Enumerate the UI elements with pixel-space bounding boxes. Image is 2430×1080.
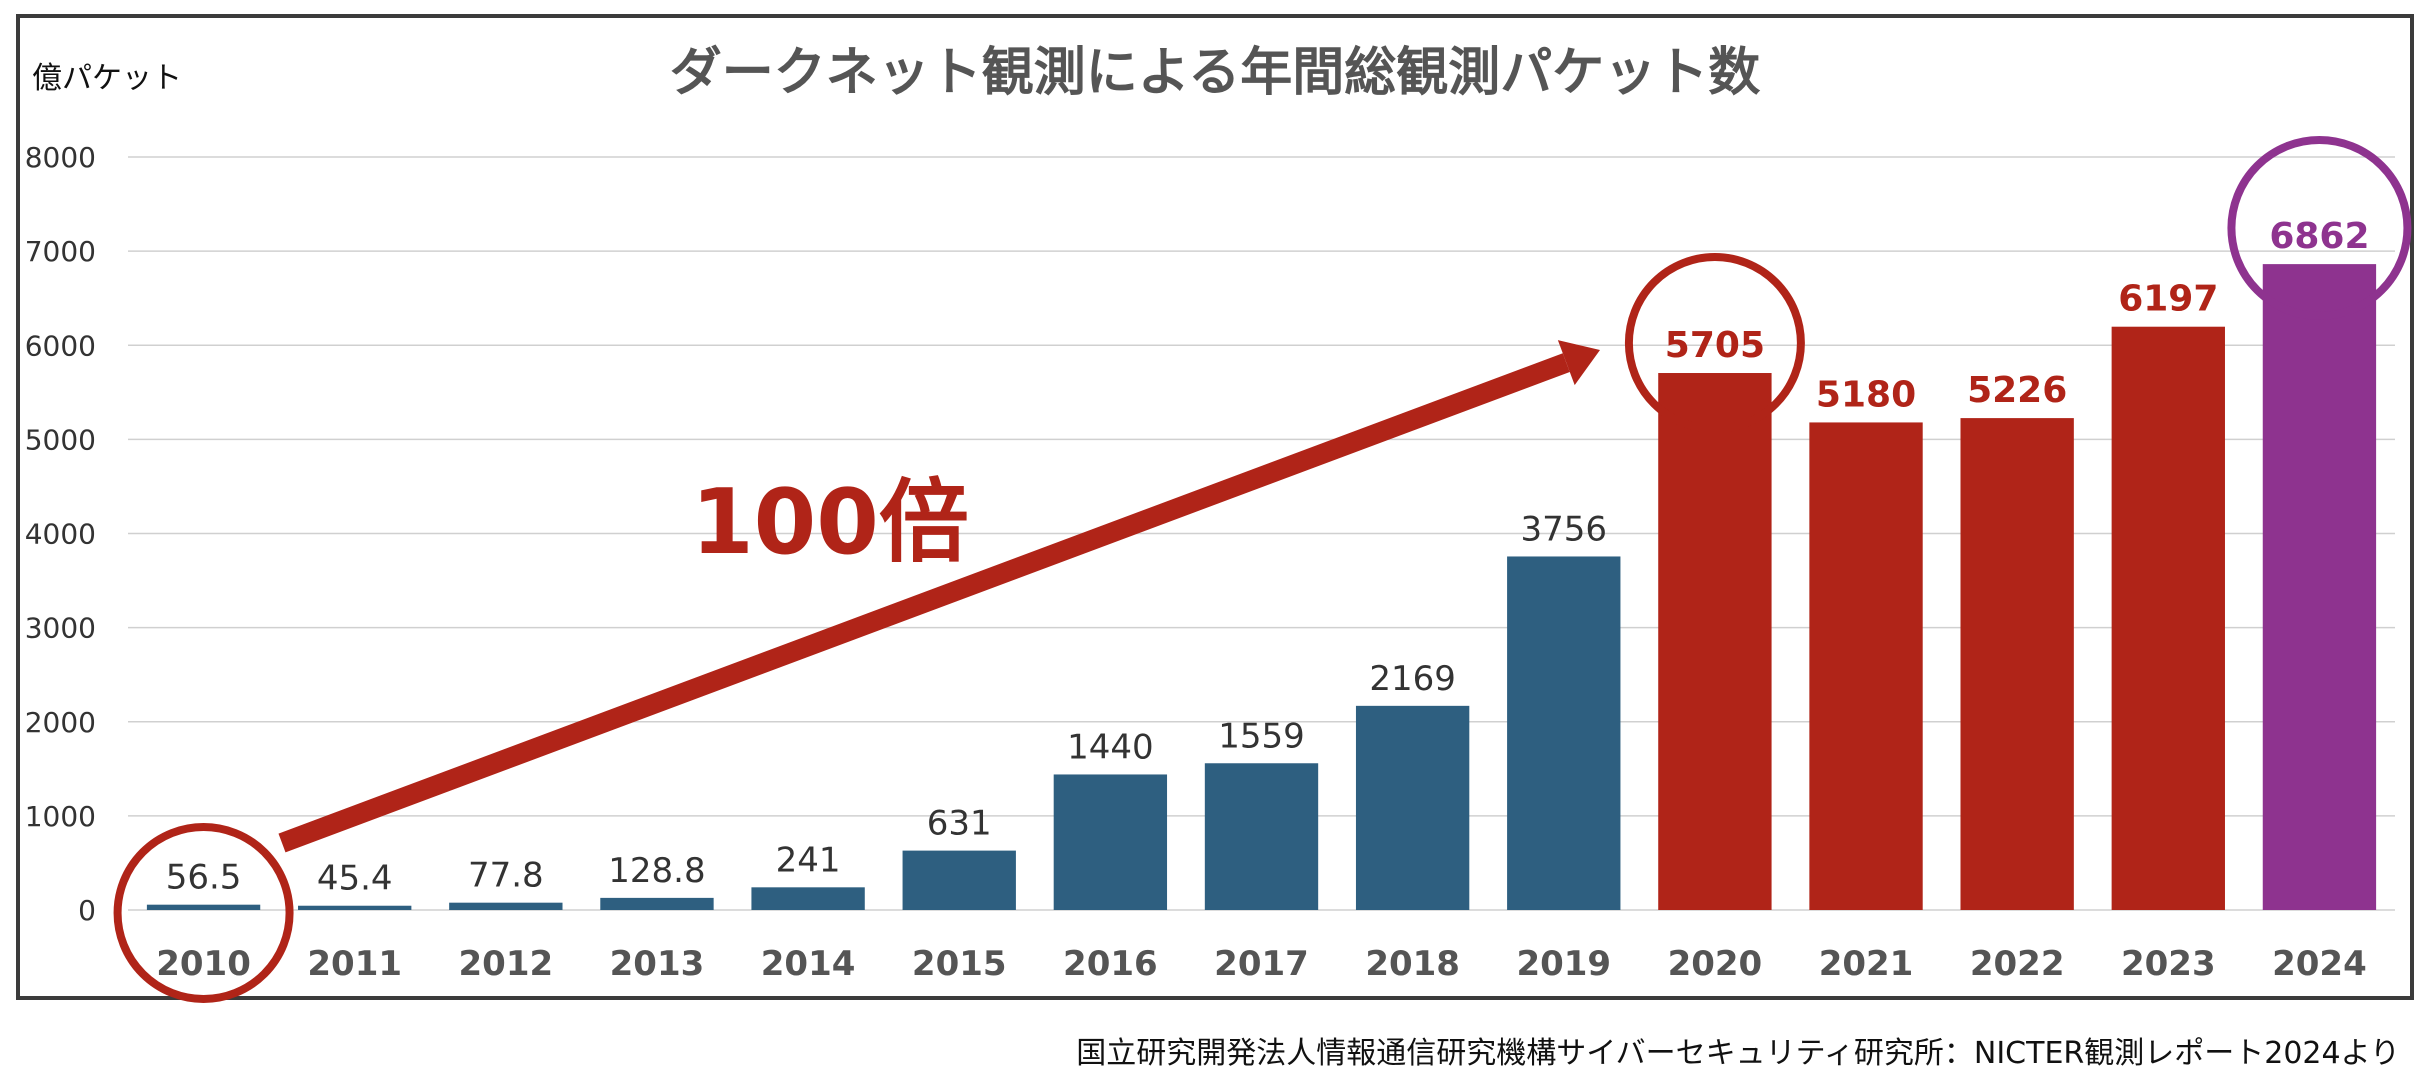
- bar-2018: [1355, 705, 1470, 910]
- x-tick-label-2011: 2011: [307, 944, 402, 984]
- bar-2016: [1053, 774, 1168, 910]
- value-label-2010: 56.5: [166, 858, 242, 898]
- value-label-2017: 1559: [1218, 716, 1305, 756]
- bar-2019: [1507, 556, 1621, 910]
- value-label-2018: 2169: [1369, 659, 1456, 699]
- value-label-2013: 128.8: [608, 851, 705, 891]
- x-tick-label-2012: 2012: [459, 944, 554, 984]
- bar-2017: [1204, 763, 1319, 910]
- source-note: 国立研究開発法人情報通信研究機構サイバーセキュリティ研究所：NICTER観測レポ…: [1076, 1036, 2400, 1071]
- highlight-circle-2020: [1624, 253, 1805, 433]
- growth-arrow-head: [1557, 340, 1600, 386]
- bar-2010: [146, 904, 261, 910]
- x-tick-label-2021: 2021: [1819, 944, 1914, 984]
- bar-2012: [449, 902, 563, 910]
- annotation-layer: 100倍: [113, 136, 2412, 1003]
- x-tick-label-2015: 2015: [912, 944, 1007, 984]
- bar-2024: [2262, 264, 2377, 910]
- growth-annotation-text: 100倍: [691, 470, 969, 575]
- x-tick-label-2016: 2016: [1063, 944, 1158, 984]
- value-label-2011: 45.4: [317, 859, 393, 899]
- labels-layer: 0 1000 2000 3000 4000 5000 6000 7000 8000 56.5 201…: [25, 141, 2370, 984]
- highlight-circle-2010: [113, 823, 294, 1003]
- value-label-2020: 5705: [1665, 325, 1765, 366]
- x-tick-label-2014: 2014: [761, 944, 856, 984]
- x-tick-label-2024: 2024: [2272, 944, 2367, 984]
- y-tick-label: 2000: [25, 706, 96, 739]
- bar-2022: [1960, 418, 2074, 910]
- bar-2011: [298, 905, 412, 910]
- value-label-2014: 241: [776, 840, 841, 880]
- value-label-2015: 631: [927, 804, 992, 844]
- highlight-circle-2024: [2227, 136, 2412, 320]
- growth-arrow-shaft: [278, 353, 1570, 853]
- x-tick-label-2013: 2013: [610, 944, 705, 984]
- y-tick-label: 7000: [25, 235, 96, 268]
- bar-2013: [600, 897, 714, 910]
- x-tick-label-2018: 2018: [1365, 944, 1460, 984]
- bars-layer: [146, 264, 2377, 911]
- bar-2015: [902, 850, 1016, 910]
- bar-2023: [2111, 326, 2225, 910]
- y-tick-label: 8000: [25, 141, 96, 174]
- x-tick-label-2017: 2017: [1214, 944, 1309, 984]
- chart-frame: [16, 14, 2414, 1000]
- y-axis-label: 億パケット: [32, 61, 182, 96]
- bar-2020: [1658, 373, 1772, 911]
- y-tick-label: 4000: [25, 518, 96, 551]
- value-label-2023: 6197: [2118, 279, 2218, 320]
- x-tick-label-2023: 2023: [2121, 944, 2216, 984]
- value-label-2016: 1440: [1067, 727, 1154, 767]
- value-label-2012: 77.8: [468, 856, 544, 896]
- y-tick-label: 3000: [25, 612, 96, 645]
- x-tick-label-2020: 2020: [1668, 944, 1763, 984]
- value-label-2024: 6862: [2269, 216, 2369, 257]
- chart-title: ダークネット観測による年間総観測パケット数: [670, 43, 1760, 103]
- x-tick-label-2019: 2019: [1516, 944, 1611, 984]
- x-tick-label-2010: 2010: [156, 944, 251, 984]
- y-tick-label: 1000: [25, 800, 96, 833]
- y-tick-label: 5000: [25, 423, 96, 456]
- value-label-2022: 5226: [1967, 370, 2067, 411]
- bar-2021: [1809, 422, 1923, 910]
- value-label-2019: 3756: [1521, 509, 1608, 549]
- value-label-2021: 5180: [1816, 374, 1916, 415]
- y-tick-label: 0: [78, 894, 96, 927]
- y-tick-label: 6000: [25, 329, 96, 362]
- x-tick-label-2022: 2022: [1970, 944, 2065, 984]
- bar-2014: [751, 887, 865, 910]
